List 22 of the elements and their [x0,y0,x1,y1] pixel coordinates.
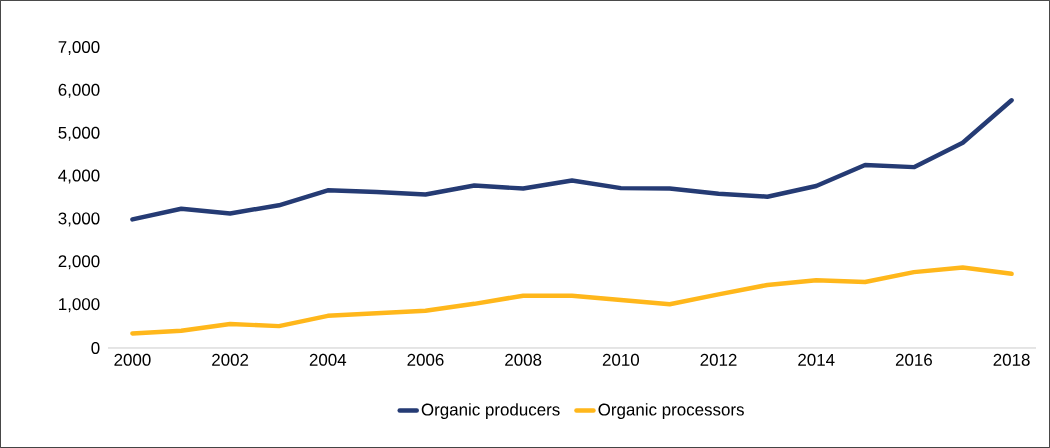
y-tick-label: 0 [91,341,100,354]
x-tick-label: 2012 [700,353,737,366]
y-tick-label: 3,000 [58,212,100,227]
y-tick-label: 6,000 [58,83,100,98]
x-tick-label: 2000 [114,353,151,366]
y-tick-label: 2,000 [58,255,100,270]
x-tick-label: 2010 [602,353,640,366]
x-tick-label: 2004 [309,353,347,366]
y-tick-label: 4,000 [58,169,100,184]
x-tick-label: 2018 [993,353,1030,366]
legend-label: Organic processors [598,403,744,419]
x-tick-label: 2016 [895,353,932,366]
y-tick-label: 5,000 [58,126,100,141]
x-tick-label: 2002 [212,353,249,366]
x-tick-label: 2014 [798,353,835,366]
x-tick-label: 2008 [505,353,542,366]
y-tick-label: 7,000 [58,40,100,55]
line-series [130,98,1014,222]
line-series [130,265,1014,336]
legend-label: Organic producers [421,403,560,419]
y-tick-label: 1,000 [59,298,100,313]
x-tick-label: 2006 [407,353,444,366]
